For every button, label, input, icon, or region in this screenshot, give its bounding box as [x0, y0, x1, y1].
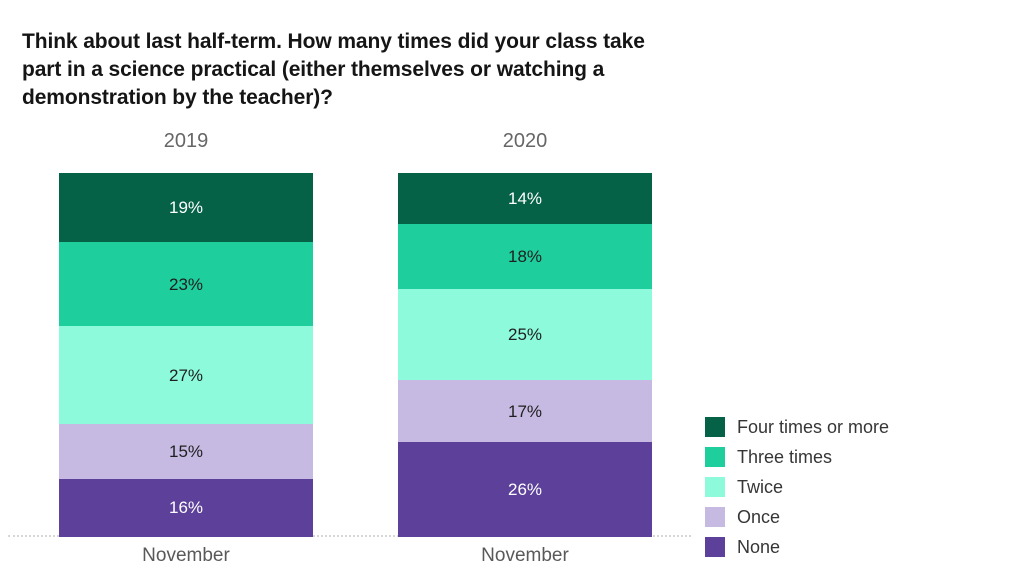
bar-segment-four-times-or-more: 19%	[59, 173, 313, 243]
legend-swatch-twice	[705, 477, 725, 497]
stacked-bar-2019: 19% 23% 27% 15% 16%	[59, 173, 313, 537]
bar-segment-twice: 27%	[59, 325, 313, 425]
legend-swatch-four-times-or-more	[705, 417, 725, 437]
segment-value-label: 23%	[168, 274, 204, 294]
segment-value-label: 14%	[507, 188, 543, 208]
segment-value-label: 18%	[507, 247, 543, 267]
segment-value-label: 26%	[507, 480, 543, 500]
legend-swatch-three-times	[705, 447, 725, 467]
legend-swatch-none	[705, 537, 725, 557]
segment-value-label: 17%	[507, 401, 543, 421]
legend-item-none: None	[705, 537, 889, 557]
bar-segment-three-times: 18%	[398, 223, 652, 290]
column-header-2020: 2020	[502, 130, 548, 152]
legend-label: Three times	[737, 446, 833, 467]
legend-item-three-times: Three times	[705, 447, 889, 467]
legend-item-four-times-or-more: Four times or more	[705, 417, 889, 437]
bar-segment-none: 26%	[398, 442, 652, 537]
x-tick-label-2020: November	[481, 545, 569, 566]
legend-label: None	[737, 536, 781, 557]
column-header-2019: 2019	[163, 130, 209, 152]
legend-label: Four times or more	[737, 416, 890, 437]
x-tick-label-2019: November	[142, 545, 230, 566]
segment-value-label: 27%	[168, 365, 204, 385]
bar-segment-none: 16%	[59, 478, 313, 537]
legend-label: Twice	[737, 476, 784, 497]
segment-value-label: 25%	[507, 325, 543, 345]
chart-title: Think about last half-term. How many tim…	[22, 28, 645, 112]
bar-segment-four-times-or-more: 14%	[398, 173, 652, 224]
legend-item-twice: Twice	[705, 477, 889, 497]
bar-segment-once: 17%	[398, 380, 652, 443]
legend-label: Once	[737, 506, 781, 527]
segment-value-label: 19%	[168, 198, 204, 218]
bar-segment-once: 15%	[59, 424, 313, 479]
bar-segment-twice: 25%	[398, 289, 652, 381]
chart-title-line-2: part in a science practical (either them…	[22, 58, 605, 81]
legend-swatch-once	[705, 507, 725, 527]
chart-title-line-3: demonstration by the teacher)?	[22, 86, 333, 109]
bar-segment-three-times: 23%	[59, 242, 313, 326]
legend-item-once: Once	[705, 507, 889, 527]
segment-value-label: 15%	[168, 441, 204, 461]
legend: Four times or more Three times Twice Once No…	[705, 417, 889, 557]
segment-value-label: 16%	[168, 498, 204, 518]
chart-title-line-1: Think about last half-term. How many tim…	[22, 30, 645, 53]
x-axis-baseline	[8, 535, 691, 537]
stacked-bar-2020: 14% 18% 25% 17% 26%	[398, 173, 652, 537]
